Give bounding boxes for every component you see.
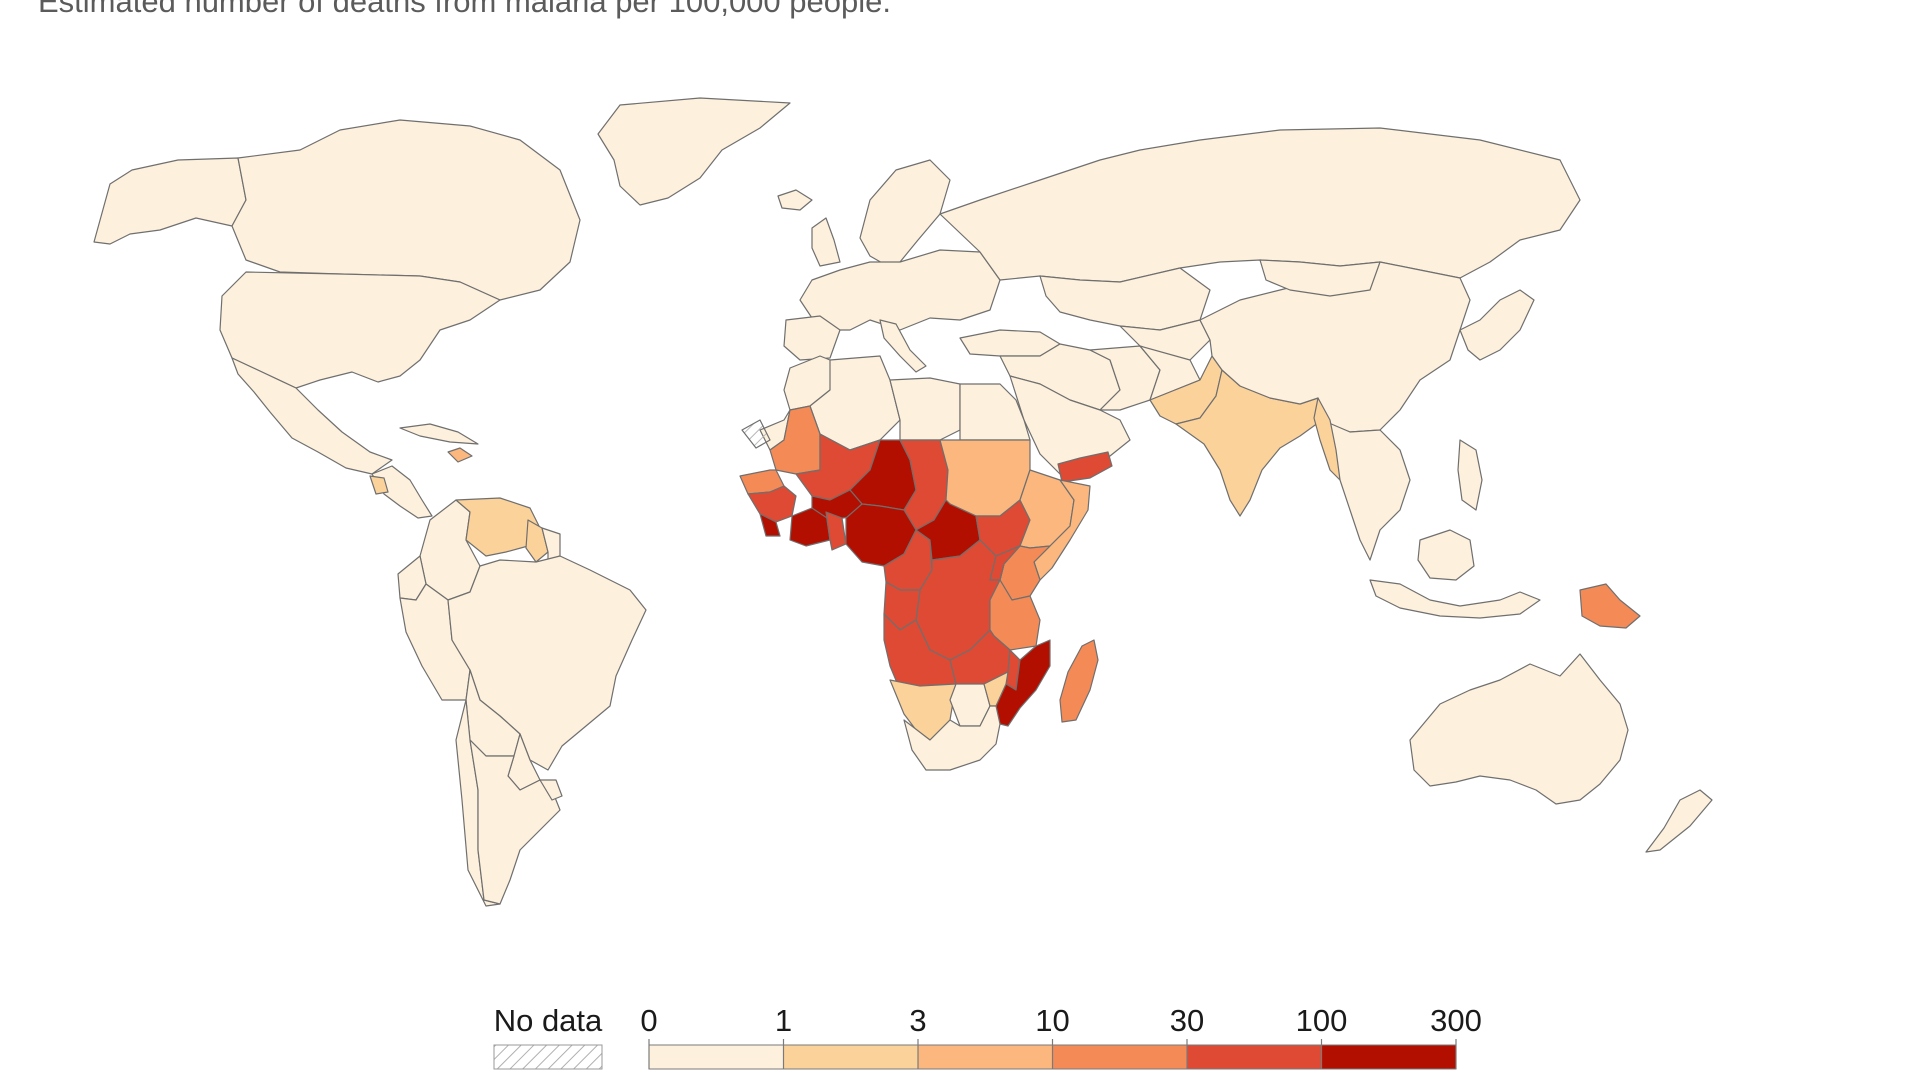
myanmar-shape[interactable]	[1313, 397, 1341, 481]
ghana-shape[interactable]	[825, 511, 847, 551]
guatemala-shape[interactable]	[369, 475, 389, 495]
color-legend: No data 0 1 3 10 30 100 300	[493, 1003, 1482, 1070]
southeast-asia-shape[interactable]	[1321, 419, 1411, 561]
chart-subtitle: Estimated number of deaths from malaria …	[38, 0, 891, 19]
australia-shape[interactable]	[1409, 653, 1629, 805]
legend-bin-1	[783, 1044, 919, 1070]
south-africa-shape[interactable]	[903, 705, 1001, 771]
indonesia-shape[interactable]	[1369, 579, 1541, 619]
greenland-shape[interactable]	[597, 97, 791, 206]
legend-no-data-label: No data	[494, 1003, 603, 1038]
legend-tick-label: 1	[775, 1003, 792, 1038]
legend-tick-label: 300	[1430, 1003, 1482, 1038]
canada-shape[interactable]	[231, 119, 581, 301]
uruguay-shape[interactable]	[539, 779, 563, 801]
venezuela-shape[interactable]	[455, 497, 541, 557]
libya-shape[interactable]	[889, 377, 961, 441]
russia-shape[interactable]	[939, 127, 1581, 283]
legend-no-data-swatch	[493, 1044, 603, 1070]
haiti-shape[interactable]	[447, 447, 473, 463]
philippines-shape[interactable]	[1457, 439, 1483, 511]
scandinavia-shape[interactable]	[859, 159, 951, 265]
india-shape[interactable]	[1175, 369, 1323, 517]
mongolia-shape[interactable]	[1259, 259, 1381, 297]
iceland-shape[interactable]	[777, 189, 813, 211]
korea-japan-shape[interactable]	[1459, 289, 1535, 361]
argentina-shape[interactable]	[469, 739, 561, 905]
mozambique-shape[interactable]	[995, 639, 1051, 727]
no-data-region	[741, 419, 771, 449]
italy-shape[interactable]	[879, 319, 927, 373]
uganda-shape[interactable]	[989, 545, 1021, 581]
legend-tick-label: 3	[909, 1003, 926, 1038]
uk-shape[interactable]	[811, 217, 841, 267]
legend-bin-2	[917, 1044, 1053, 1070]
borneo-shape[interactable]	[1417, 529, 1475, 581]
legend-tick-label: 0	[640, 1003, 657, 1038]
legend-bin-3	[1052, 1044, 1188, 1070]
new-zealand-shape[interactable]	[1645, 789, 1713, 853]
legend-bin-0	[648, 1044, 784, 1070]
iberia-shape[interactable]	[783, 315, 841, 361]
world-map	[93, 97, 1713, 907]
legend-tick-label: 100	[1296, 1003, 1348, 1038]
legend-bin-5	[1321, 1044, 1457, 1070]
turkey-shape[interactable]	[959, 329, 1061, 357]
legend-bin-4	[1186, 1044, 1322, 1070]
alaska-shape[interactable]	[93, 157, 247, 245]
zimbabwe-shape[interactable]	[983, 671, 1009, 707]
central-america-shape[interactable]	[371, 465, 433, 519]
sierra-leone-shape[interactable]	[759, 513, 781, 537]
legend-tick-label: 30	[1170, 1003, 1204, 1038]
legend-tick-label: 10	[1035, 1003, 1069, 1038]
usa-shape[interactable]	[219, 271, 501, 389]
europe-shape[interactable]	[799, 249, 1001, 331]
arabia-shape[interactable]	[1009, 375, 1131, 475]
cuba-shape[interactable]	[399, 423, 479, 445]
madagascar-shape[interactable]	[1059, 639, 1099, 723]
papua-new-guinea-shape[interactable]	[1579, 583, 1641, 629]
